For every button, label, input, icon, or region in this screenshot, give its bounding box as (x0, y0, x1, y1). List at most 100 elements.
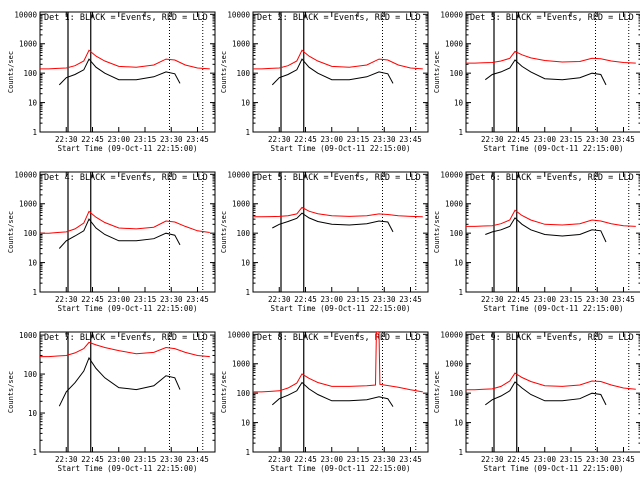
events-series-line (58, 356, 181, 407)
chart-panel: Det 4: BLACK = Events, RED = LLD 1 10 100 10… (7, 170, 216, 313)
chart-title: Det 1: BLACK = Events, RED = LLD (44, 13, 208, 23)
x-tick-label: 22:45 (507, 135, 530, 144)
x-tick-label: 22:30 (55, 455, 78, 464)
x-tick-label: 23:45 (399, 135, 422, 144)
y-tick-label: 10000 (440, 330, 463, 339)
y-tick-label: 100 (23, 370, 37, 379)
x-tick-label: 23:30 (586, 455, 609, 464)
x-axis-label: Start Time (09-Oct-11 22:15:00) (484, 304, 624, 313)
y-tick-label: 1000 (445, 200, 464, 209)
x-axis-label: Start Time (09-Oct-11 22:15:00) (484, 144, 624, 153)
x-tick-label: 23:00 (533, 295, 556, 304)
chart-title: Det 4: BLACK = Events, RED = LLD (44, 173, 208, 183)
y-axis-label: Counts/sec (7, 51, 15, 93)
y-tick-label: 10 (454, 419, 464, 428)
y-axis-label: Counts/sec (220, 211, 228, 253)
events-series-line (485, 59, 607, 86)
y-tick-label: 1 (458, 448, 463, 457)
detector-panels: Det 1: BLACK = Events, RED = LLD 1 10 100 10… (7, 10, 640, 473)
x-tick-label: 23:15 (560, 455, 583, 464)
lld-series-line (466, 209, 636, 227)
x-tick-label: 23:45 (612, 295, 635, 304)
plot-frame (252, 171, 429, 293)
y-tick-label: 1 (32, 448, 37, 457)
events-series-line (271, 58, 394, 86)
x-tick-label: 22:45 (81, 455, 104, 464)
x-tick-label: 23:15 (347, 135, 370, 144)
y-tick-label: 100 (449, 389, 463, 398)
lld-series-line (40, 341, 210, 358)
x-axis-label: Start Time (09-Oct-11 22:15:00) (271, 304, 411, 313)
x-tick-label: 22:45 (294, 135, 317, 144)
chart-title: Det 5: BLACK = Events, RED = LLD (257, 173, 421, 183)
y-tick-label: 10 (28, 259, 38, 268)
x-tick-label: 23:00 (320, 455, 343, 464)
x-tick-label: 22:30 (268, 295, 291, 304)
y-tick-label: 100 (23, 229, 37, 238)
events-series-line (272, 212, 394, 233)
y-tick-label: 1 (245, 448, 250, 457)
chart-panel: Det 5: BLACK = Events, RED = LLD 1 10 100 10… (220, 170, 429, 313)
x-tick-label: 23:15 (347, 295, 370, 304)
lld-series-line (253, 332, 423, 393)
y-tick-label: 10000 (227, 10, 250, 19)
lld-series-line (466, 372, 636, 391)
x-tick-label: 23:00 (107, 135, 130, 144)
x-tick-label: 23:45 (612, 455, 635, 464)
plot-frame (465, 331, 640, 453)
y-tick-label: 1000 (232, 200, 251, 209)
x-tick-label: 23:00 (107, 295, 130, 304)
x-tick-label: 23:30 (373, 135, 396, 144)
lld-series-line (40, 49, 210, 70)
y-axis-label: Counts/sec (433, 211, 441, 253)
plot-frame (465, 11, 640, 133)
x-tick-label: 23:45 (399, 295, 422, 304)
x-tick-label: 23:15 (134, 455, 157, 464)
chart-panel: Det 7: BLACK = Events, RED = LLD 1 10 100 10… (7, 331, 216, 473)
y-tick-label: 1 (245, 128, 250, 137)
x-tick-label: 23:00 (533, 455, 556, 464)
x-axis-label: Start Time (09-Oct-11 22:15:00) (58, 304, 198, 313)
y-tick-label: 10 (28, 409, 38, 418)
chart-panel: Det 2: BLACK = Events, RED = LLD 1 10 100 10… (220, 10, 429, 153)
x-tick-label: 23:45 (612, 135, 635, 144)
y-tick-label: 100 (236, 389, 250, 398)
plot-frame (39, 11, 216, 133)
y-tick-label: 10000 (14, 10, 37, 19)
y-tick-label: 10000 (440, 10, 463, 19)
y-tick-label: 1 (458, 128, 463, 137)
y-axis-label: Counts/sec (7, 371, 15, 413)
x-tick-label: 22:30 (481, 295, 504, 304)
x-tick-label: 22:30 (268, 135, 291, 144)
x-tick-label: 23:30 (373, 295, 396, 304)
y-tick-label: 10 (454, 99, 464, 108)
plot-frame (39, 331, 216, 453)
y-tick-label: 10 (454, 259, 464, 268)
y-tick-label: 1000 (445, 40, 464, 49)
chart-panel: Det 1: BLACK = Events, RED = LLD 1 10 100 10… (7, 10, 216, 153)
y-tick-label: 10 (241, 419, 251, 428)
x-tick-label: 22:45 (81, 135, 104, 144)
y-tick-label: 10000 (227, 330, 250, 339)
x-tick-label: 23:30 (373, 455, 396, 464)
x-tick-label: 23:15 (560, 135, 583, 144)
x-tick-label: 22:30 (481, 455, 504, 464)
y-tick-label: 10000 (227, 170, 250, 179)
lld-series-line (40, 210, 210, 234)
x-tick-label: 23:45 (399, 455, 422, 464)
y-axis-label: Counts/sec (220, 51, 228, 93)
y-tick-label: 100 (236, 229, 250, 238)
x-tick-label: 22:45 (81, 295, 104, 304)
x-tick-label: 23:30 (160, 135, 183, 144)
y-tick-label: 1000 (445, 360, 464, 369)
x-tick-label: 23:30 (160, 295, 183, 304)
y-tick-label: 10 (241, 99, 251, 108)
events-series-line (485, 217, 607, 243)
y-tick-label: 1000 (232, 360, 251, 369)
y-axis-label: Counts/sec (433, 371, 441, 413)
y-tick-label: 10000 (440, 170, 463, 179)
lld-series-line (253, 206, 423, 218)
y-tick-label: 100 (449, 69, 463, 78)
x-tick-label: 22:45 (507, 295, 530, 304)
